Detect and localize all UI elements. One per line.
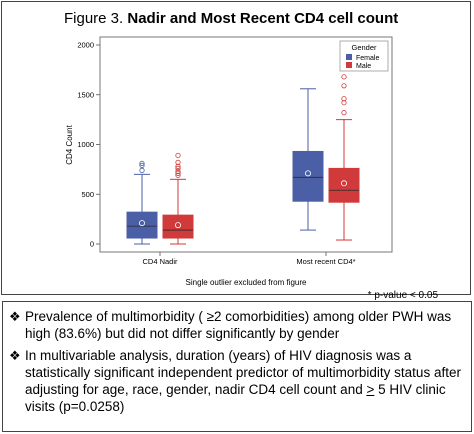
diamond-bullet-icon: ❖ bbox=[9, 348, 21, 363]
box-female-nadir bbox=[126, 160, 158, 245]
mean-marker bbox=[340, 180, 347, 187]
mean-marker bbox=[138, 220, 145, 227]
y-tick-label: 1500 bbox=[77, 90, 94, 99]
box-male-recent bbox=[328, 74, 360, 241]
outlier-point bbox=[139, 160, 145, 167]
finding-2-text: In multivariable analysis, duration (yea… bbox=[25, 348, 461, 414]
outlier-point bbox=[175, 172, 181, 178]
outlier-point bbox=[175, 170, 181, 176]
legend-swatch-male bbox=[346, 62, 352, 68]
finding-1-text: Prevalence of multimorbidity ( ≥2 comorb… bbox=[25, 309, 452, 341]
outlier-point bbox=[175, 159, 181, 166]
legend-label-male: Male bbox=[356, 63, 371, 70]
box-male-nadir bbox=[162, 152, 194, 245]
y-tick-label: 2000 bbox=[77, 41, 94, 50]
outlier-point bbox=[341, 100, 347, 106]
p-value-footnote: * p-value < 0.05 bbox=[367, 290, 438, 301]
box-plot-chart: 0 500 1000 1500 2000 CD4 Nadir Most recent CD… bbox=[65, 36, 393, 287]
outlier-point bbox=[341, 83, 347, 89]
mean-marker bbox=[304, 170, 311, 177]
outlier-point bbox=[341, 96, 347, 102]
finding-1: ❖ Prevalence of multimorbidity ( ≥2 como… bbox=[9, 308, 465, 342]
box-iqr bbox=[328, 167, 360, 203]
outlier-point bbox=[175, 163, 181, 169]
y-tick-label: 1000 bbox=[77, 140, 94, 149]
x-tick-label: Most recent CD4* bbox=[296, 257, 355, 266]
y-tick-label: 500 bbox=[81, 190, 94, 199]
mean-marker bbox=[174, 222, 181, 229]
outlier-point bbox=[175, 165, 181, 171]
legend-label-female: Female bbox=[356, 55, 379, 62]
figure-title: Figure 3. Nadir and Most Recent CD4 cell… bbox=[64, 10, 399, 27]
box-female-recent bbox=[292, 88, 324, 231]
x-tick-label: CD4 Nadir bbox=[142, 257, 178, 266]
outlier-point bbox=[341, 74, 347, 80]
y-axis-label: CD4 Count bbox=[65, 124, 74, 164]
outlier-point bbox=[139, 167, 145, 173]
finding-2: ❖ In multivariable analysis, duration (y… bbox=[9, 347, 465, 415]
findings-box: ❖ Prevalence of multimorbidity ( ≥2 como… bbox=[2, 301, 472, 432]
outlier-point bbox=[175, 168, 181, 174]
outlier-point bbox=[139, 162, 145, 168]
outlier-point bbox=[341, 110, 347, 116]
outlier-point bbox=[175, 152, 181, 159]
y-tick-label: 0 bbox=[90, 240, 94, 249]
box-iqr bbox=[162, 214, 194, 239]
legend-title: Gender bbox=[351, 43, 377, 52]
diamond-bullet-icon: ❖ bbox=[9, 309, 21, 324]
legend-swatch-female bbox=[346, 54, 352, 60]
legend: Gender Female Male bbox=[339, 40, 389, 72]
x-axis-label: Single outlier excluded from figure bbox=[186, 278, 308, 287]
box-iqr bbox=[126, 211, 158, 239]
